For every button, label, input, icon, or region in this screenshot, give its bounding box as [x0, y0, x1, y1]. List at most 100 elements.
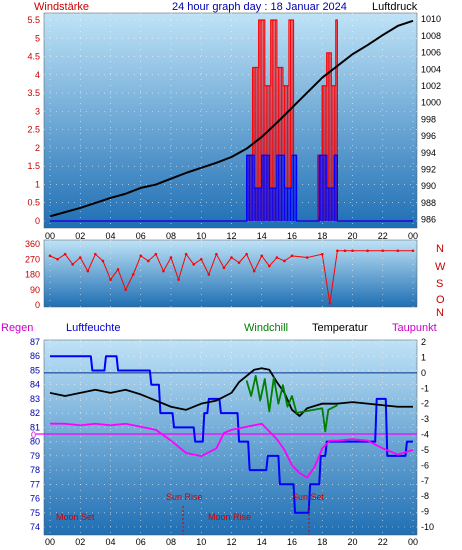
temp-x-tick-label: 22 [378, 537, 388, 547]
wind-direction-point [199, 257, 203, 261]
wind-y-tick-label: 2.5 [27, 125, 40, 135]
wind-x-tick-label: 06 [136, 231, 146, 241]
humidity-y-tick-label: 87 [30, 337, 40, 347]
temperature-line [49, 367, 413, 417]
dewpoint-line [50, 422, 414, 479]
humidity-y-tick-label: 80 [30, 437, 40, 447]
legend-windchill: Windchill [244, 322, 288, 334]
wind-direction-point [283, 259, 286, 263]
wind-direction-point [131, 273, 135, 276]
pressure-y-tick-label: 992 [421, 165, 436, 175]
direction-y-tick-label: 90 [30, 285, 40, 295]
humidity-y-tick-label: 84 [30, 380, 40, 390]
pressure-y-tick-label: 996 [421, 131, 436, 141]
temp-x-tick-label: 00 [45, 537, 55, 547]
rain-zero-label: 0 [31, 430, 36, 440]
sun-set-label: Sun Set [292, 492, 325, 502]
wind-direction-point [71, 263, 74, 266]
wind-speed-title: Windstärke [34, 1, 89, 13]
wind-direction-point [237, 261, 241, 264]
wind-x-tick-label: 10 [196, 231, 206, 241]
wind-direction-point [328, 302, 332, 305]
wind-x-tick-label: 02 [75, 231, 85, 241]
humidity-y-tick-label: 83 [30, 394, 40, 404]
wind-direction-point [184, 252, 188, 256]
compass-east: O [436, 294, 445, 306]
windchill-line [245, 375, 338, 433]
temperature-y-tick-label: -9 [421, 507, 429, 517]
pressure-y-tick-label: 1000 [421, 98, 441, 108]
wind-y-tick-label: 2 [35, 143, 40, 153]
temperature-y-tick-label: -4 [421, 430, 429, 440]
wind-x-tick-label: 00 [408, 231, 418, 241]
series-layer [36, 19, 417, 514]
wind-direction-point [147, 259, 150, 263]
astro-events: Moon Set Sun Rise Moon Rise Sun Set [56, 492, 325, 535]
temperature-y-tick-label: -8 [421, 491, 429, 501]
chart-title: 24 hour graph day : 18 Januar 2024 [172, 1, 347, 13]
compass-north-bottom: N [436, 307, 444, 319]
wind-x-tick-label: 22 [378, 231, 388, 241]
humidity-y-tick-label: 76 [30, 494, 40, 504]
temperature-panel [43, 339, 418, 536]
pressure-y-tick-label: 1010 [421, 14, 441, 24]
temperature-y-tick-label: -10 [421, 522, 434, 532]
wind-direction-point [116, 268, 120, 271]
wind-direction-point [275, 256, 279, 259]
wind-gust-line [50, 19, 413, 222]
wind-y-tick-label: 5.5 [27, 15, 40, 25]
wind-direction-point [207, 273, 211, 276]
wind-y-tick-label: 4.5 [27, 52, 40, 62]
wind-x-tick-label: 18 [317, 231, 327, 241]
temp-x-tick-label: 16 [287, 537, 297, 547]
wind-direction-point [94, 252, 97, 256]
temperature-y-tick-label: -6 [421, 460, 429, 470]
direction-y-tick-label: 180 [25, 270, 40, 280]
sun-rise-label: Sun Rise [166, 492, 203, 502]
wind-x-tick-label: 12 [226, 231, 236, 241]
humidity-y-tick-label: 82 [30, 408, 40, 418]
humidity-y-tick-label: 78 [30, 465, 40, 475]
direction-y-tick-label: 360 [25, 239, 40, 249]
wind-direction-point [63, 252, 67, 256]
wind-direction-point [336, 249, 339, 253]
temp-x-tick-label: 02 [75, 537, 85, 547]
wind-direction-point [411, 249, 415, 253]
wind-y-tick-label: 0.5 [27, 198, 40, 208]
legend-luftfeuchte: Luftfeuchte [66, 322, 120, 334]
temp-x-tick-label: 12 [226, 537, 236, 547]
temp-x-tick-label: 18 [317, 537, 327, 547]
humidity-y-tick-label: 79 [30, 451, 40, 461]
compass-north-top: N [436, 243, 444, 255]
compass-labels: N W S O N [435, 243, 446, 319]
wind-y-tick-label: 1 [35, 179, 40, 189]
wind-direction-point [230, 256, 233, 259]
temp-x-tick-label: 06 [136, 537, 146, 547]
direction-y-tick-label: 0 [35, 300, 40, 310]
wind-direction-point [320, 252, 324, 256]
wind-direction-point [78, 256, 82, 259]
pressure-y-tick-label: 994 [421, 148, 436, 158]
wind-direction-point [177, 278, 180, 281]
wind-direction-point [56, 257, 59, 261]
temp-x-tick-label: 10 [196, 537, 206, 547]
wind-direction-point [215, 252, 218, 256]
temp-x-tick-label: 00 [408, 537, 418, 547]
pressure-y-tick-label: 1004 [421, 64, 441, 74]
wind-x-tick-label: 16 [287, 231, 297, 241]
pressure-y-tick-label: 1006 [421, 48, 441, 58]
wind-panel [43, 12, 418, 229]
temperature-y-tick-label: 0 [421, 368, 426, 378]
wind-direction-point [86, 269, 90, 273]
pressure-y-tick-label: 986 [421, 215, 436, 225]
wind-direction-point [366, 249, 369, 253]
temp-x-tick-label: 08 [166, 537, 176, 547]
wind-x-tick-label: 14 [257, 231, 267, 241]
wind-x-tick-label: 00 [45, 231, 55, 241]
temperature-y-tick-label: -3 [421, 414, 429, 424]
wind-x-tick-label: 04 [105, 231, 115, 241]
humidity-y-tick-label: 77 [30, 479, 40, 489]
wind-y-tick-label: 4 [35, 70, 40, 80]
temperature-y-tick-label: -5 [421, 445, 429, 455]
